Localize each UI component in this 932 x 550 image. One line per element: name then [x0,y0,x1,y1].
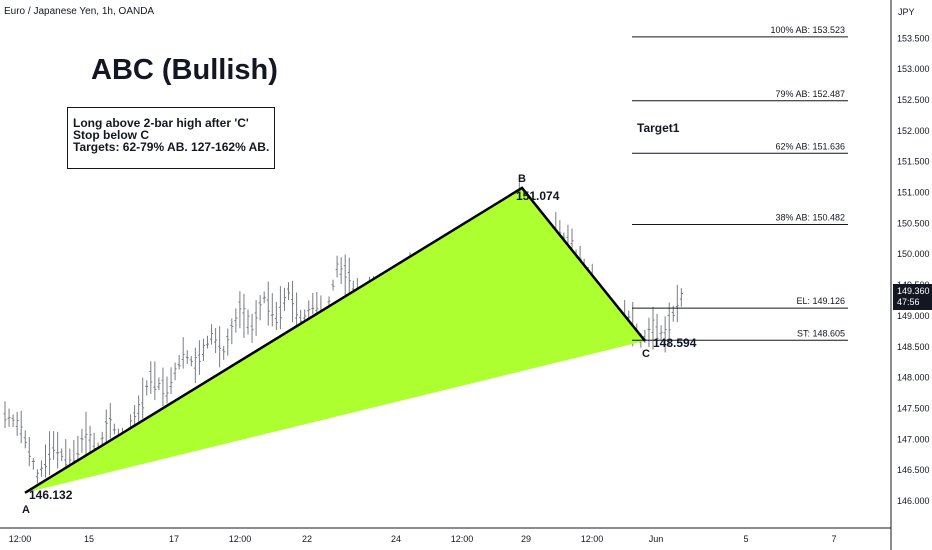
time-tick-label: 12:00 [451,534,474,544]
time-tick-label: 12:00 [229,534,252,544]
price-tick-label: 152.000 [897,126,930,136]
notes-box: Long above 2-bar high after 'C' Stop bel… [67,107,275,169]
level-label: 79% AB: 152.487 [775,89,845,99]
target1-label: Target1 [637,121,680,135]
time-tick-label: 22 [302,534,312,544]
price-tick-label: 147.000 [897,434,930,444]
price-axis[interactable]: 146.000 146.500 147.000 147.500 148.000 148.5… [897,33,930,506]
time-axis[interactable]: 12:00 15 17 12:00 22 24 12:00 29 12:00 Jun 5 7 [9,534,837,544]
price-tick-label: 147.500 [897,403,930,413]
abc-triangle-fill [25,187,645,493]
bar-countdown: 47:56 [897,297,920,307]
price-tick-label: 150.000 [897,249,930,259]
last-price: 149.360 [897,286,930,296]
time-tick-label: 12:00 [581,534,604,544]
time-tick-label: Jun [649,534,664,544]
point-c-price: 148.594 [653,336,697,350]
fib-levels-group: 100% AB: 153.523 79% AB: 152.487 62% AB: 1… [632,25,848,341]
price-tick-label: 146.000 [897,496,930,506]
note-line: Stop below C [73,128,149,142]
time-tick-label: 5 [743,534,748,544]
price-tick-label: 153.500 [897,33,930,43]
price-tick-label: 152.500 [897,95,930,105]
price-tick-label: 149.000 [897,311,930,321]
currency-label: JPY [898,7,915,17]
level-label: 38% AB: 150.482 [775,212,845,222]
point-a-label: A [22,504,30,516]
price-tick-label: 153.000 [897,64,930,74]
price-tick-label: 151.000 [897,188,930,198]
point-b-price: 151.074 [516,189,560,203]
price-tick-label: 148.500 [897,342,930,352]
abc-pattern-line [24,186,646,494]
price-tick-label: 150.500 [897,218,930,228]
price-tick-label: 146.500 [897,465,930,475]
point-a-price: 146.132 [29,488,73,502]
price-tick-label: 151.500 [897,157,930,167]
level-label: 62% AB: 151.636 [775,141,845,151]
level-label: ST: 148.605 [797,328,845,338]
level-label: 100% AB: 153.523 [770,25,845,35]
note-line: Long above 2-bar high after 'C' [73,116,249,130]
time-tick-label: 7 [831,534,836,544]
time-tick-label: 29 [521,534,531,544]
symbol-title: Euro / Japanese Yen, 1h, OANDA [4,6,155,17]
time-tick-label: 15 [84,534,94,544]
time-tick-label: 24 [391,534,401,544]
pattern-title: ABC (Bullish) [91,54,278,86]
last-price-tag: 149.360 47:56 [893,284,932,310]
price-tick-label: 148.000 [897,373,930,383]
time-tick-label: 17 [169,534,179,544]
level-label: EL: 149.126 [796,296,845,306]
point-c-label: C [642,348,650,360]
note-line: Targets: 62-79% AB. 127-162% AB. [73,140,270,154]
point-b-label: B [518,173,526,185]
time-tick-label: 12:00 [9,534,32,544]
